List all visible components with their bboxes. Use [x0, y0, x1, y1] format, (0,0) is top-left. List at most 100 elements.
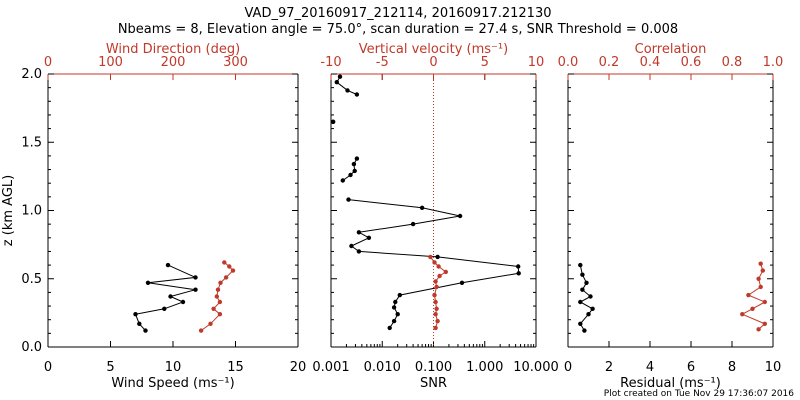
- data-point: [345, 88, 350, 93]
- data-point: [578, 299, 583, 305]
- bottom-tick-label: 0.100: [415, 360, 452, 375]
- bottom-tick-label: 0.001: [312, 360, 349, 375]
- series-line: [579, 264, 594, 331]
- bottom-tick-label: 4: [646, 360, 654, 375]
- top-tick-label: 0.0: [558, 55, 579, 70]
- y-tick-label: 2.0: [21, 67, 42, 82]
- bottom-tick-label: 5: [106, 360, 114, 375]
- data-point: [391, 318, 397, 324]
- data-point: [337, 74, 343, 79]
- data-point: [222, 260, 227, 265]
- data-point: [590, 306, 595, 311]
- bottom-axis-label: SNR: [420, 376, 447, 391]
- bottom-tick-label: 6: [687, 360, 695, 375]
- top-axis-label: Vertical velocity (ms⁻¹): [359, 42, 508, 57]
- data-point: [214, 294, 219, 299]
- top-tick-label: 0: [429, 55, 437, 70]
- bottom-tick-label: 1.000: [466, 360, 503, 375]
- data-point: [516, 264, 521, 269]
- data-point: [349, 243, 354, 249]
- data-point: [208, 321, 213, 326]
- data-point: [137, 321, 142, 326]
- bottom-tick-label: 0: [44, 360, 52, 375]
- data-point: [193, 287, 198, 292]
- series-vertical-velocity: [428, 254, 448, 331]
- series-line: [741, 263, 766, 330]
- bottom-axis-label: Wind Speed (ms⁻¹): [111, 376, 234, 391]
- data-point: [437, 273, 442, 279]
- data-point: [588, 294, 593, 299]
- data-point: [218, 280, 223, 285]
- data-point: [395, 312, 400, 317]
- data-point: [580, 272, 585, 277]
- data-point: [457, 213, 463, 219]
- top-tick-label: 200: [161, 55, 186, 70]
- top-tick-label: 5: [481, 55, 489, 70]
- top-tick-label: 0.8: [722, 55, 743, 70]
- data-point: [217, 299, 223, 305]
- data-point: [230, 268, 236, 273]
- data-point: [393, 299, 398, 305]
- data-point: [756, 276, 761, 281]
- data-point: [340, 178, 345, 183]
- top-axis-label: Correlation: [635, 42, 707, 57]
- bottom-axis: 0 5 10 15 20 Wind Speed (ms⁻¹): [44, 74, 306, 391]
- data-point: [410, 221, 416, 227]
- y-tick-label: 0.5: [21, 272, 42, 287]
- data-point: [436, 264, 441, 269]
- data-point: [356, 230, 362, 235]
- data-point: [348, 172, 353, 178]
- data-point: [354, 92, 360, 97]
- bottom-tick-label: 0.010: [364, 360, 401, 375]
- series-correlation: [740, 261, 767, 332]
- top-tick-label: -10: [320, 55, 341, 70]
- y-tick-label: 0.0: [21, 340, 42, 355]
- panel-residual: 0 2 4 6 8 10 Residual (ms⁻¹) 0.0 0.2 0.4 0.6 0.8 1.0…: [558, 42, 784, 391]
- panel-wind: 0 5 10 15 20 Wind Speed (ms⁻¹) 0 100 200 300Wind …: [1, 42, 306, 391]
- data-point: [227, 264, 232, 269]
- data-point: [760, 268, 765, 273]
- data-point: [434, 284, 439, 290]
- data-point: [432, 292, 437, 298]
- y-tick-label: 1.5: [21, 135, 42, 150]
- bottom-tick-label: 0: [564, 360, 572, 375]
- data-point: [165, 262, 171, 268]
- bottom-axis-label: Residual (ms⁻¹): [620, 376, 721, 391]
- data-point: [586, 312, 591, 317]
- data-point: [433, 299, 438, 305]
- data-point: [756, 327, 761, 332]
- data-point: [211, 306, 216, 311]
- data-point: [459, 280, 465, 285]
- top-axis: -10 -5 0 5 10 Vertical velocity (ms⁻¹): [320, 42, 544, 80]
- data-point: [433, 279, 438, 284]
- top-axis-label: Wind Direction (deg): [106, 42, 240, 57]
- series-line: [336, 76, 358, 95]
- data-point: [198, 328, 204, 333]
- data-point: [217, 312, 223, 317]
- series-snr: [330, 74, 521, 331]
- data-point: [397, 292, 402, 298]
- data-point: [740, 312, 745, 317]
- data-point: [387, 325, 392, 331]
- series-residual: [578, 262, 595, 333]
- data-point: [215, 287, 221, 292]
- y-axis: 0.0 0.5 1.0 1.5 2.0 z (km AGL): [1, 67, 298, 355]
- data-point: [758, 284, 763, 290]
- data-point: [428, 254, 433, 260]
- y-axis: [568, 73, 773, 348]
- plot-subtitle: Nbeams = 8, Elevation angle = 75.0°, sca…: [118, 22, 678, 37]
- plot-title: VAD_97_20160917_212114, 20160917.212130: [245, 6, 552, 21]
- data-point: [435, 254, 440, 260]
- series-wind-direction: [198, 260, 236, 333]
- data-point: [578, 262, 583, 268]
- top-tick-label: 0.2: [599, 55, 620, 70]
- data-point: [762, 321, 767, 326]
- data-point: [180, 299, 186, 305]
- bottom-tick-label: 10: [765, 360, 782, 375]
- data-point: [435, 318, 440, 324]
- data-point: [580, 287, 585, 292]
- bottom-tick-label: 10.000: [513, 360, 559, 375]
